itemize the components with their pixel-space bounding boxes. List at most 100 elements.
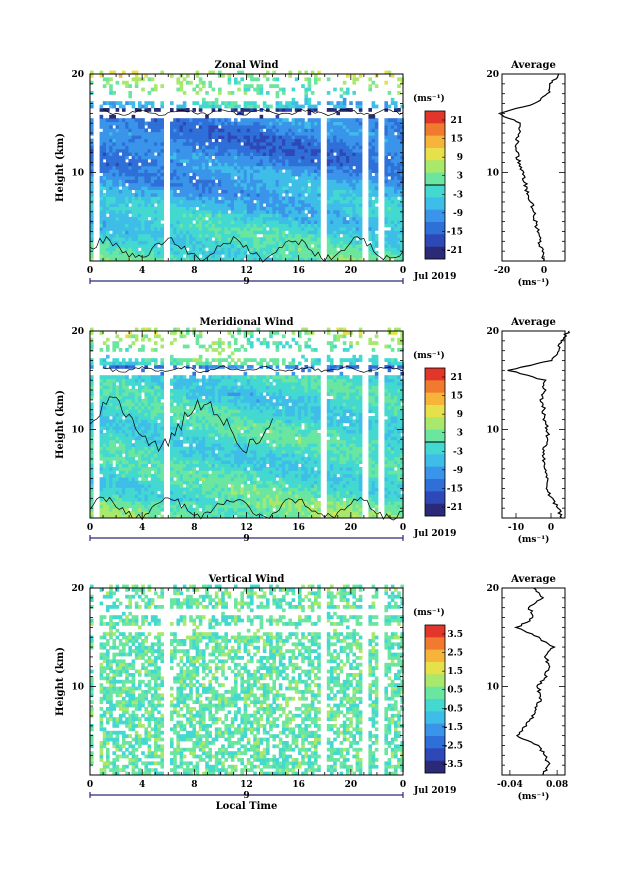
heatmap-cell [202, 196, 206, 201]
heatmap-cell [90, 203, 94, 207]
heatmap-cell [170, 199, 174, 204]
heatmap-cell [147, 203, 152, 207]
heatmap-cell [160, 189, 164, 194]
heatmap-cell [240, 162, 244, 167]
heatmap-cell [352, 240, 356, 245]
heatmap-cell [333, 240, 337, 245]
heatmap-cell [282, 213, 286, 218]
heatmap-cell [346, 257, 350, 262]
heatmap-cell [355, 182, 360, 187]
heatmap-cell [326, 142, 331, 146]
heatmap-cell [134, 155, 139, 160]
heatmap-cell [205, 220, 209, 224]
heatmap-cell [198, 186, 203, 190]
colorbar-swatch [425, 234, 445, 247]
heatmap-cell [198, 155, 203, 160]
heatmap-cell [109, 186, 113, 190]
heatmap-cell [298, 203, 302, 207]
heatmap-cell [202, 250, 206, 255]
heatmap-cell [147, 507, 152, 512]
colorbar-swatch [425, 111, 445, 124]
heatmap-cell [269, 490, 273, 495]
heatmap-cell [160, 230, 164, 235]
heatmap-cell [346, 87, 350, 92]
heatmap-cell [314, 247, 318, 252]
heatmap-cell [237, 210, 241, 214]
heatmap-cell [202, 216, 206, 221]
heatmap-cell [342, 186, 347, 190]
heatmap-cell [266, 216, 270, 221]
heatmap-cell [400, 240, 404, 245]
heatmap-cell [374, 193, 379, 197]
heatmap-cell [208, 511, 212, 515]
heatmap-cell [214, 227, 219, 231]
heatmap-cell [307, 87, 312, 92]
heatmap-cell [192, 250, 196, 255]
heatmap-cell [314, 196, 318, 201]
heatmap-cell [141, 487, 145, 492]
heatmap-cell [112, 118, 116, 122]
heatmap-cell [243, 220, 248, 224]
heatmap-cell [211, 220, 216, 224]
heatmap-cell [122, 182, 126, 187]
heatmap-cell [307, 237, 312, 241]
heatmap-cell [230, 247, 235, 252]
heatmap-cell [131, 487, 136, 492]
heatmap-cell [99, 504, 104, 509]
heatmap-cell [205, 227, 209, 231]
heatmap-cell [387, 240, 392, 245]
heatmap-cell [150, 210, 155, 214]
heatmap-cell [294, 247, 299, 252]
heatmap-cell [160, 179, 164, 184]
heatmap-cell [333, 507, 337, 512]
heatmap-cell [189, 152, 193, 156]
heatmap-cell [307, 227, 312, 231]
heatmap-cell [102, 216, 107, 221]
heatmap-cell [221, 196, 225, 201]
heatmap-cell [294, 77, 299, 82]
heatmap-cell [218, 87, 222, 92]
heatmap-cell [314, 490, 318, 495]
heatmap-cell [189, 118, 193, 122]
heatmap-cell [141, 220, 145, 224]
heatmap-cell [253, 77, 257, 82]
heatmap-cell [285, 118, 289, 122]
heatmap-cell [147, 131, 152, 136]
heatmap-cell [310, 142, 315, 146]
heatmap-cell [342, 237, 347, 241]
heatmap-cell [307, 490, 312, 495]
heatmap-cell [227, 223, 232, 228]
heatmap-cell [285, 159, 289, 163]
heatmap-cell [230, 210, 235, 214]
heatmap-cell [138, 237, 142, 241]
heatmap-cell [336, 179, 340, 184]
heatmap-cell [317, 70, 321, 75]
heatmap-cell [112, 244, 116, 248]
heatmap-cell [243, 497, 248, 502]
heatmap-cell [170, 196, 174, 201]
heatmap-cell [333, 176, 337, 180]
heatmap-cell [221, 101, 225, 105]
heatmap-cell [160, 193, 164, 197]
heatmap-cell [102, 155, 107, 160]
heatmap-cell [294, 131, 299, 136]
heatmap-cell [144, 128, 148, 133]
heatmap-cell [256, 131, 260, 136]
heatmap-cell [390, 128, 395, 133]
heatmap-cell [256, 128, 260, 133]
heatmap-cell [253, 186, 257, 190]
heatmap-cell [138, 193, 142, 197]
heatmap-cell [106, 230, 110, 235]
heatmap-cell [189, 230, 193, 235]
heatmap-cell [326, 148, 331, 153]
heatmap-cell [173, 135, 177, 139]
heatmap-cell [128, 189, 132, 194]
heatmap-cell [246, 189, 251, 194]
heatmap-cell [342, 511, 347, 515]
heatmap-cell [90, 162, 94, 167]
heatmap-cell [186, 142, 190, 146]
heatmap-cell [349, 169, 353, 173]
heatmap-cell [179, 240, 184, 245]
heatmap-cell [211, 152, 216, 156]
heatmap-cell [230, 233, 235, 238]
